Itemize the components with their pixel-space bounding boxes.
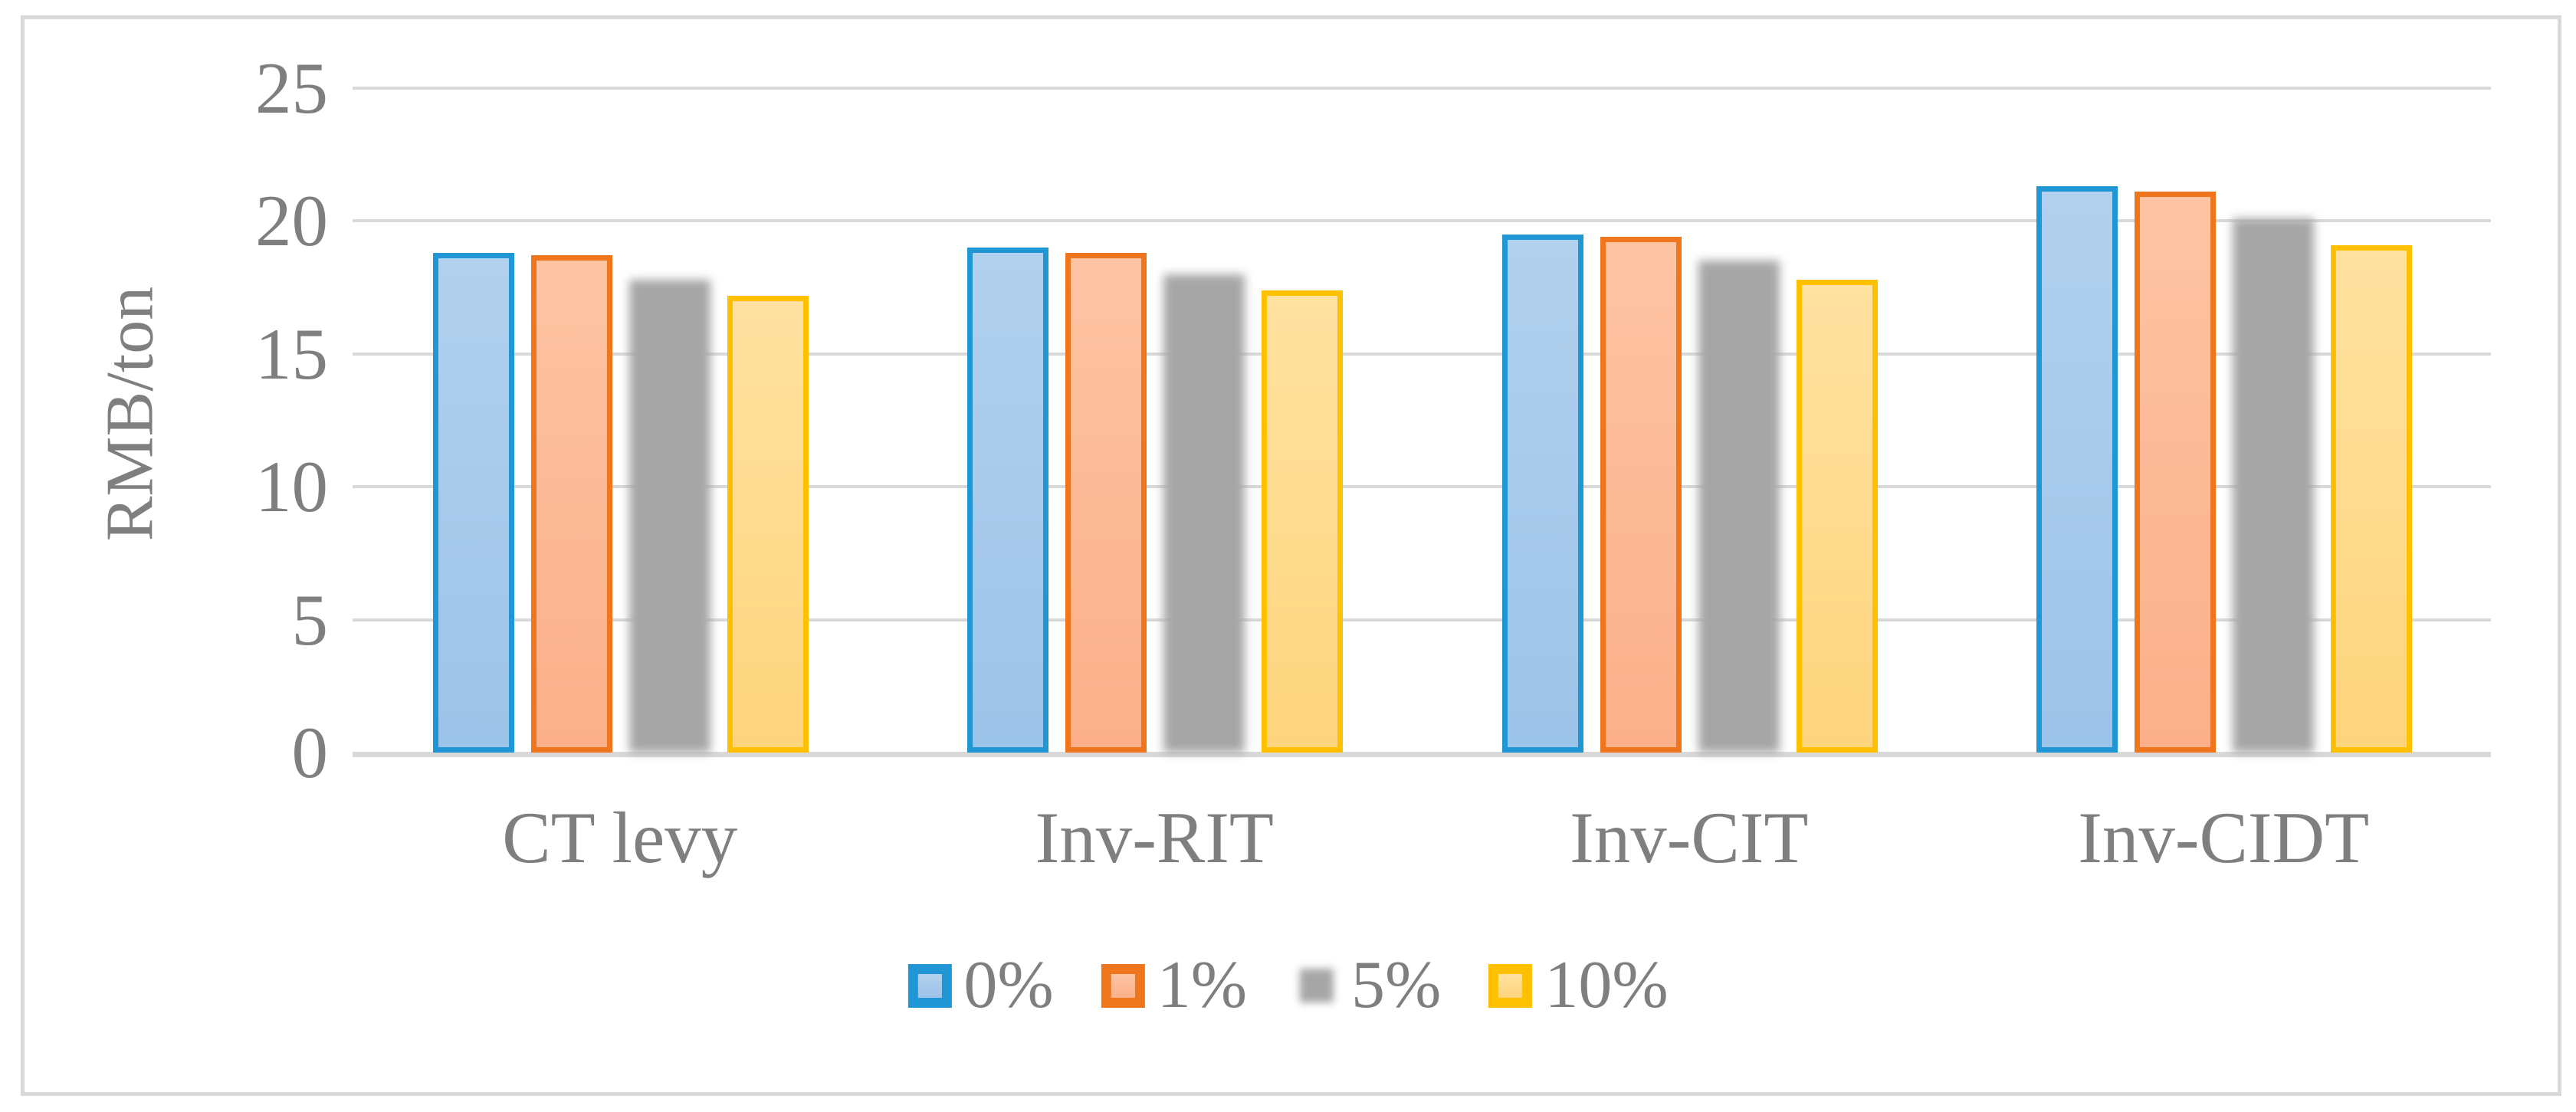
x-category-label: CT levy <box>502 797 738 878</box>
x-category-label: Inv-RIT <box>1035 797 1274 878</box>
bar-Inv-CIT-1% <box>1600 237 1682 753</box>
legend-swatch <box>907 963 952 1008</box>
bar-Inv-CIDT-1% <box>2135 192 2217 753</box>
bar-CT levy-5% <box>628 279 710 753</box>
y-axis-tick-label: 25 <box>255 48 328 129</box>
bar-Inv-CIT-5% <box>1698 261 1780 753</box>
gridline <box>353 618 2491 622</box>
legend: 0% 1% 5% 10% <box>907 948 1669 1022</box>
x-category-label: Inv-CIT <box>1570 797 1809 878</box>
bar-Inv-RIT-0% <box>967 248 1049 753</box>
y-axis-tick-label: 20 <box>255 180 328 262</box>
gridline <box>353 485 2491 489</box>
gridline <box>353 87 2491 90</box>
legend-item: 10% <box>1488 948 1669 1022</box>
legend-item: 0% <box>907 948 1054 1022</box>
x-axis-line <box>353 752 2491 757</box>
bar-Inv-RIT-5% <box>1163 274 1245 753</box>
bar-CT levy-0% <box>432 253 514 753</box>
legend-swatch <box>1488 963 1533 1008</box>
bar-Inv-CIDT-0% <box>2036 186 2118 753</box>
legend-swatch <box>1101 963 1145 1008</box>
bar-Inv-RIT-10% <box>1262 290 1344 753</box>
legend-label: 5% <box>1351 948 1442 1022</box>
bar-Inv-CIT-10% <box>1796 279 1878 753</box>
legend-item: 1% <box>1101 952 1247 1019</box>
legend-swatch <box>1300 969 1334 1002</box>
legend-label: 1% <box>1157 948 1247 1022</box>
bar-Inv-CIDT-5% <box>2233 218 2315 753</box>
y-axis-tick-label: 5 <box>291 579 329 661</box>
y-axis-tick-label: 10 <box>255 446 328 528</box>
x-category-label: Inv-CIDT <box>2078 797 2370 878</box>
y-axis-tick-label: 0 <box>291 712 329 793</box>
legend-item: 5% <box>1295 952 1441 1019</box>
gridline <box>353 352 2491 356</box>
gridline <box>353 219 2491 223</box>
bar-CT levy-1% <box>530 255 612 753</box>
bar-Inv-CIT-0% <box>1501 234 1583 753</box>
bar-CT levy-10% <box>727 295 809 753</box>
y-axis-title: RMB/ton <box>93 286 168 542</box>
legend-label: 10% <box>1544 948 1669 1022</box>
legend-label: 0% <box>963 948 1054 1022</box>
bar-Inv-RIT-1% <box>1065 253 1147 753</box>
bar-Inv-CIDT-10% <box>2331 244 2413 753</box>
y-axis-tick-label: 15 <box>255 313 328 395</box>
